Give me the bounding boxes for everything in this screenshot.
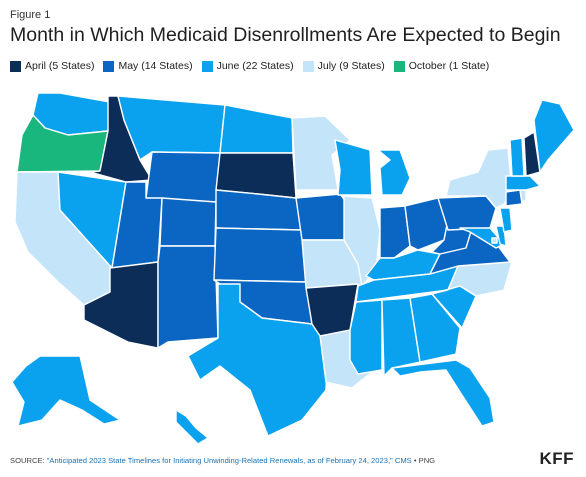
- legend-label-october: October (1 State): [408, 60, 490, 72]
- legend-swatch-october: [393, 60, 405, 72]
- legend-swatch-july: [302, 60, 314, 72]
- state-TX: [187, 283, 329, 437]
- legend-label-july: July (9 States): [317, 60, 385, 72]
- kff-logo: KFF: [539, 449, 574, 468]
- state-GA: [409, 293, 461, 363]
- state-MI: [377, 149, 411, 196]
- state-KS: [213, 227, 307, 283]
- legend-item-april: April (5 States): [10, 60, 94, 72]
- state-NY: [445, 147, 513, 209]
- state-AL: [381, 297, 421, 377]
- figure-label: Figure 1: [10, 9, 51, 21]
- state-MS: [349, 299, 383, 375]
- state-FL: [391, 359, 495, 427]
- state-ND: [219, 104, 294, 154]
- state-CO: [159, 197, 217, 247]
- legend-label-may: May (14 States): [118, 60, 193, 72]
- legend-item-july: July (9 States): [302, 60, 385, 72]
- state-MN: [291, 115, 351, 191]
- state-IN: [379, 205, 411, 259]
- state-AK: [11, 355, 121, 427]
- source-suffix: • PNG: [411, 456, 436, 465]
- state-NJ: [499, 207, 513, 233]
- chart-title: Month in Which Medicaid Disenrollments A…: [10, 24, 561, 46]
- state-DC: [491, 237, 498, 244]
- state-WI: [334, 139, 373, 196]
- legend-swatch-may: [103, 60, 115, 72]
- legend-item-october: October (1 State): [393, 60, 490, 72]
- state-WY: [145, 151, 221, 203]
- state-ME: [533, 99, 575, 173]
- state-HI: [175, 409, 209, 445]
- legend-swatch-june: [201, 60, 213, 72]
- source-note: SOURCE: "Anticipated 2023 State Timeline…: [10, 456, 435, 465]
- state-MA: [505, 175, 541, 191]
- source-prefix: SOURCE:: [10, 456, 47, 465]
- legend-swatch-april: [10, 60, 21, 72]
- state-CT: [505, 189, 523, 207]
- legend-item-june: June (22 States): [201, 60, 294, 72]
- legend-label-june: June (22 States): [216, 60, 294, 72]
- state-PA: [437, 195, 497, 231]
- legend: April (5 States) May (14 States) June (2…: [10, 60, 498, 72]
- state-VT: [509, 137, 525, 177]
- us-state-map: [11, 92, 575, 445]
- state-NM: [157, 245, 219, 349]
- legend-label-april: April (5 States): [25, 60, 95, 72]
- source-link[interactable]: "Anticipated 2023 State Timelines for In…: [46, 456, 412, 465]
- legend-item-may: May (14 States): [103, 60, 193, 72]
